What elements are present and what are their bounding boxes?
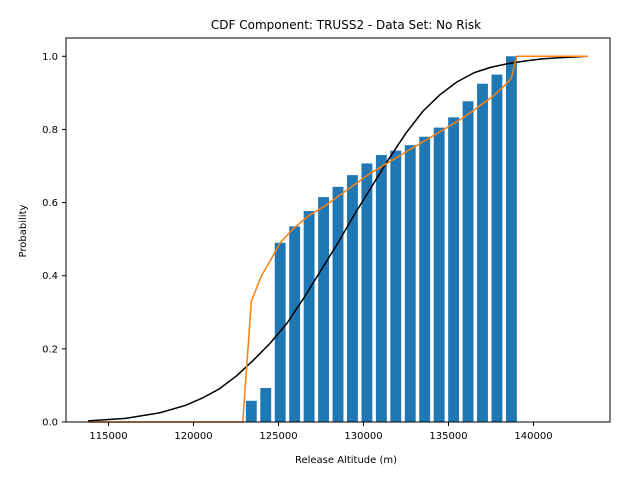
- x-tick-label: 140000: [514, 431, 552, 442]
- x-tick-label: 135000: [429, 431, 467, 442]
- histogram-bar: [347, 175, 358, 422]
- histogram-bar: [361, 163, 373, 422]
- y-tick-label: 0.0: [42, 418, 58, 429]
- histogram-bar: [332, 186, 344, 422]
- x-tick-label: 125000: [259, 431, 297, 442]
- histogram-bar: [491, 74, 503, 423]
- histogram-bar: [477, 83, 488, 422]
- x-tick-label: 115000: [89, 431, 127, 442]
- histogram-bar: [419, 136, 431, 422]
- histogram-bar: [448, 117, 460, 423]
- y-tick-label: 0.2: [42, 344, 58, 355]
- histogram-bar: [433, 127, 445, 422]
- histogram-bar: [260, 387, 272, 422]
- histogram-bar: [289, 226, 301, 422]
- y-tick-label: 0.4: [42, 271, 58, 282]
- x-axis-label: Release Altitude (m): [295, 455, 397, 466]
- y-tick-label: 0.8: [42, 125, 58, 136]
- chart-title: CDF Component: TRUSS2 - Data Set: No Ris…: [211, 18, 481, 32]
- empirical-cdf-line: [88, 55, 588, 423]
- histogram-bar: [404, 145, 416, 422]
- axes: 115000 120000 125000 130000 135000 140000 0.0 0…: [42, 37, 611, 442]
- axes-frame: [65, 37, 611, 423]
- plot-area: [88, 55, 588, 423]
- histogram-bar: [505, 56, 517, 423]
- x-tick-label: 120000: [174, 431, 212, 442]
- y-axis-label: Probability: [18, 204, 29, 257]
- histogram-bar: [375, 155, 387, 422]
- histogram-bar: [303, 210, 315, 422]
- histogram-bar: [245, 400, 257, 422]
- x-tick-label: 130000: [344, 431, 382, 442]
- histogram-bar: [462, 101, 474, 423]
- normal-cdf-line: [88, 55, 588, 422]
- histogram-bar: [318, 197, 329, 422]
- y-tick-label: 0.6: [42, 198, 58, 209]
- histogram-bar: [390, 150, 402, 422]
- y-tick-label: 1.0: [42, 52, 58, 63]
